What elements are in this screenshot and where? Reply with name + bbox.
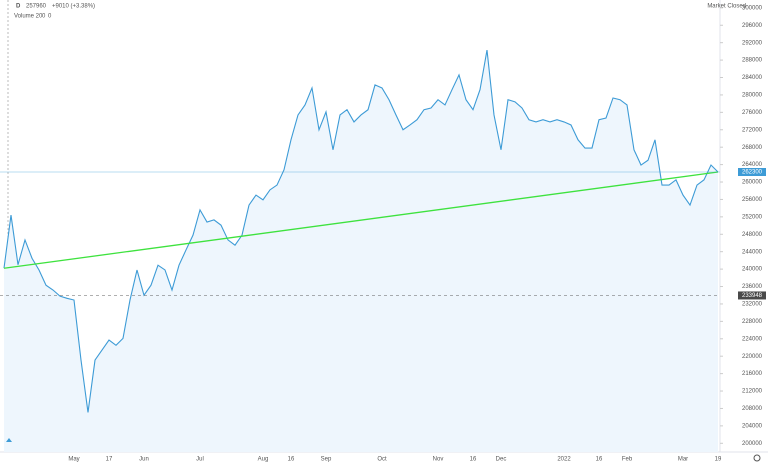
x-tick-label: Nov xyxy=(433,457,444,463)
y-tick-label: 208000 xyxy=(742,406,763,412)
y-tick-label: 236000 xyxy=(742,284,763,290)
y-tick-label: 240000 xyxy=(742,267,763,273)
price: 257960 xyxy=(26,4,47,10)
x-tick-label: Jul xyxy=(196,457,204,463)
y-tick-label: 288000 xyxy=(742,58,763,64)
y-tick-label: 244000 xyxy=(742,249,763,255)
y-tick-label: 248000 xyxy=(742,232,763,238)
y-tick-label: 260000 xyxy=(742,180,763,186)
y-tick-label: 212000 xyxy=(742,389,763,395)
price-label: 233948 xyxy=(742,293,763,299)
y-tick-label: 216000 xyxy=(742,371,763,377)
y-tick-label: 300000 xyxy=(742,5,763,11)
y-tick-label: 292000 xyxy=(742,40,763,46)
symbol: D xyxy=(16,4,21,10)
x-tick-label: Sep xyxy=(321,457,332,463)
logo xyxy=(6,438,12,442)
volume-label: Volume 20 xyxy=(14,14,43,20)
volume-value: 0 xyxy=(42,14,46,20)
x-tick-label: 16 xyxy=(470,457,477,463)
y-tick-label: 224000 xyxy=(742,336,763,342)
y-tick-label: 284000 xyxy=(742,75,763,81)
x-tick-label: Aug xyxy=(258,457,269,463)
y-tick-label: 264000 xyxy=(742,162,763,168)
y-tick-label: 200000 xyxy=(742,441,763,447)
x-tick-label: Feb xyxy=(622,457,633,463)
y-tick-label: 232000 xyxy=(742,302,763,308)
settings-button[interactable] xyxy=(753,454,761,462)
x-tick-label: 16 xyxy=(288,457,295,463)
y-tick-label: 228000 xyxy=(742,319,763,325)
market-status: Market Closed xyxy=(707,4,746,10)
y-tick-label: 204000 xyxy=(742,423,763,429)
x-tick-label: 17 xyxy=(106,457,113,463)
x-tick-label: Mar xyxy=(678,457,688,463)
plot xyxy=(3,49,719,452)
price-label: 262300 xyxy=(742,170,763,176)
y-tick-label: 272000 xyxy=(742,127,763,133)
y-tick-label: 296000 xyxy=(742,23,763,29)
y-tick-label: 252000 xyxy=(742,214,763,220)
area-fill xyxy=(4,50,718,452)
price-label-box xyxy=(738,168,766,177)
y-tick-label: 220000 xyxy=(742,354,763,360)
price-label-box xyxy=(738,291,766,300)
y-tick-label: 268000 xyxy=(742,145,763,151)
x-tick-label: 19 xyxy=(715,457,722,463)
y-tick-label: 280000 xyxy=(742,93,763,99)
x-tick-label: 16 xyxy=(596,457,603,463)
change: +9010 (+3.38%) xyxy=(52,4,95,10)
price-line xyxy=(3,49,719,413)
y-tick-label: 276000 xyxy=(742,110,763,116)
x-tick-label: May xyxy=(68,457,79,463)
x-tick-label: Jun xyxy=(139,457,149,463)
trend-line xyxy=(3,171,719,269)
x-tick-label: Oct xyxy=(377,457,387,463)
x-tick-label: Dec xyxy=(496,457,507,463)
volume-value: 0 xyxy=(48,14,52,20)
x-tick-label: 2022 xyxy=(557,457,571,463)
y-tick-label: 256000 xyxy=(742,197,763,203)
